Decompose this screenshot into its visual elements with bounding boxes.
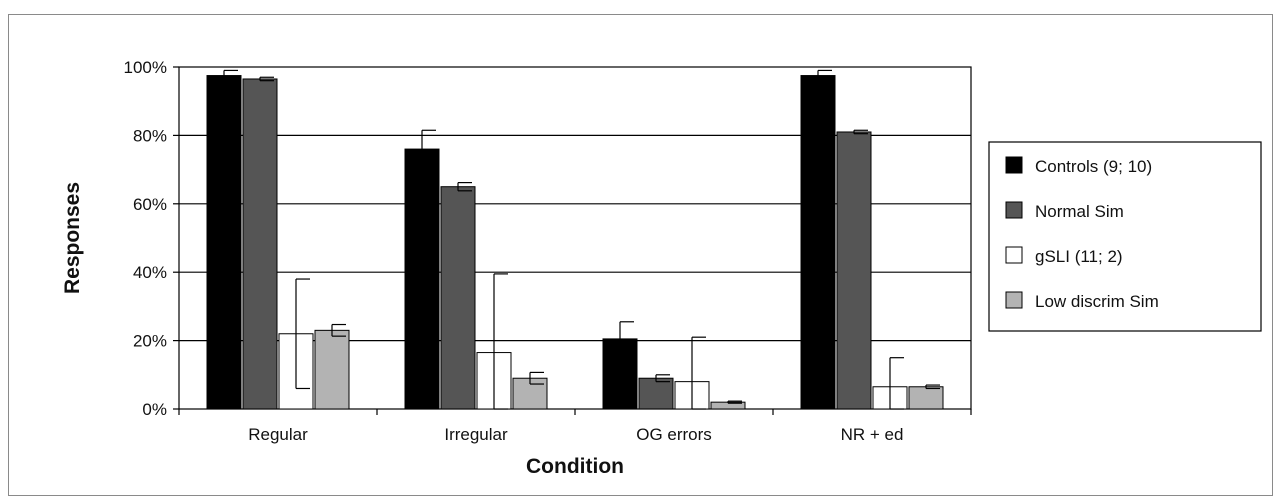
bar — [638, 377, 674, 410]
x-tick-label: OG errors — [636, 425, 712, 444]
y-tick-label: 60% — [133, 195, 167, 214]
y-tick-label: 80% — [133, 126, 167, 145]
x-tick-label: Regular — [248, 425, 308, 444]
x-tick-label: Irregular — [444, 425, 508, 444]
y-tick-label: 20% — [133, 332, 167, 351]
legend-swatch — [1005, 156, 1023, 174]
y-tick-label: 100% — [124, 58, 167, 77]
y-tick-label: 40% — [133, 263, 167, 282]
legend-swatch — [1005, 246, 1023, 264]
bar — [440, 186, 476, 410]
bar — [404, 148, 440, 410]
bar-chart: 0% 20% 40% 60% 80% 100% Regular Irregular OG er… — [61, 58, 1262, 478]
legend-label: Low discrim Sim — [1035, 292, 1159, 311]
x-axis: Regular Irregular OG errors NR + ed — [178, 409, 972, 444]
x-axis-title: Condition — [526, 455, 624, 478]
bar — [836, 131, 872, 410]
bar — [908, 386, 944, 410]
legend: Controls (9; 10) Normal Sim gSLI (11; 2) Lo… — [988, 141, 1262, 332]
bars — [206, 69, 944, 410]
bar — [242, 78, 278, 410]
legend-label: Normal Sim — [1035, 202, 1124, 221]
legend-swatch — [1005, 291, 1023, 309]
bar — [206, 75, 242, 410]
chart-frame: 0% 20% 40% 60% 80% 100% Regular Irregular OG er… — [8, 14, 1273, 496]
legend-label: gSLI (11; 2) — [1035, 247, 1123, 266]
bar — [800, 75, 836, 410]
x-tick-label: NR + ed — [841, 425, 904, 444]
y-axis-title: Responses — [61, 182, 84, 294]
y-axis-ticks: 0% 20% 40% 60% 80% 100% — [124, 58, 179, 419]
legend-swatch — [1005, 201, 1023, 219]
y-tick-label: 0% — [142, 400, 167, 419]
legend-label: Controls (9; 10) — [1035, 157, 1152, 176]
bar — [314, 329, 350, 410]
legend-box — [988, 141, 1262, 332]
